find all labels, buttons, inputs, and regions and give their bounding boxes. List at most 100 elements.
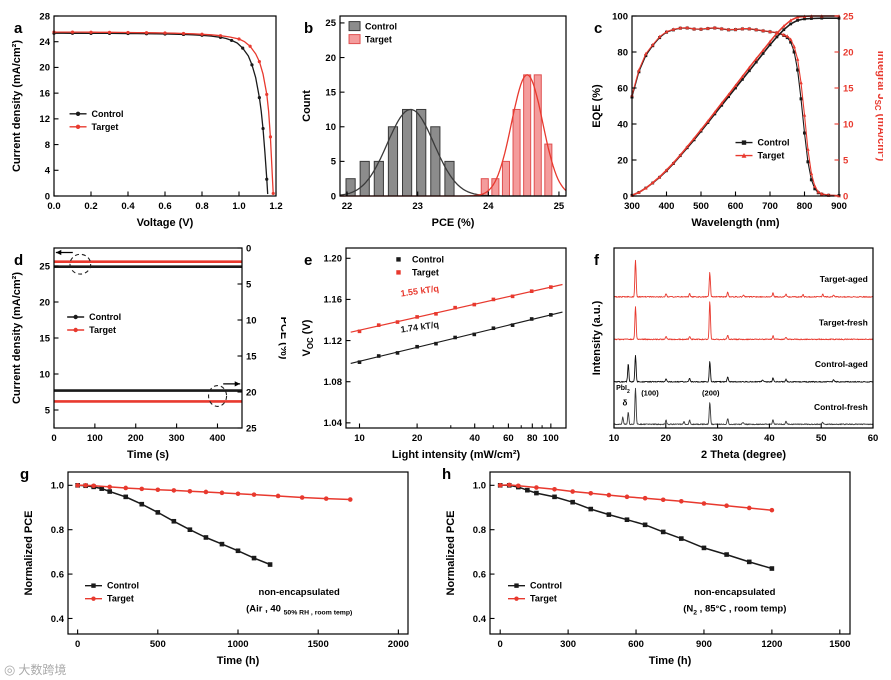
svg-text:Light intensity (mW/cm²): Light intensity (mW/cm²): [392, 449, 521, 461]
svg-text:1500: 1500: [308, 639, 329, 650]
svg-text:Target: Target: [365, 35, 392, 45]
svg-text:100: 100: [612, 11, 628, 22]
svg-text:Control: Control: [758, 138, 790, 148]
svg-text:40: 40: [617, 119, 628, 130]
panel-e: e 10 20 40 60 80 100 1.04 1.08 1.12 1.16 1.20 Light…: [298, 240, 576, 464]
svg-text:0.6: 0.6: [473, 569, 486, 580]
svg-text:25: 25: [843, 11, 854, 22]
chart-a-jv-curves: 0.0 0.2 0.4 0.6 0.8 1.0 1.2 0 4 8 12 16 20 24 28 Voltag…: [11, 11, 283, 229]
svg-text:0.0: 0.0: [47, 201, 60, 212]
svg-text:Current density (mA/cm²): Current density (mA/cm²): [11, 272, 23, 404]
panel-letter-e: e: [304, 252, 313, 269]
svg-text:700: 700: [762, 201, 778, 212]
svg-text:Normalized PCE: Normalized PCE: [445, 511, 457, 596]
svg-text:600: 600: [628, 639, 644, 650]
svg-text:60: 60: [617, 83, 628, 94]
svg-text:15: 15: [843, 83, 854, 94]
svg-text:100: 100: [87, 433, 103, 444]
svg-text:400: 400: [659, 201, 675, 212]
svg-text:500: 500: [693, 201, 709, 212]
svg-text:400: 400: [210, 433, 226, 444]
svg-text:5: 5: [45, 405, 51, 416]
svg-text:0.8: 0.8: [473, 525, 486, 536]
svg-text:1.04: 1.04: [324, 418, 343, 429]
svg-text:0.6: 0.6: [158, 201, 171, 212]
svg-text:28: 28: [39, 11, 50, 22]
svg-text:10: 10: [246, 315, 257, 326]
svg-text:Target: Target: [412, 267, 439, 277]
svg-text:Control-aged: Control-aged: [815, 359, 868, 369]
svg-text:Control: Control: [530, 581, 562, 591]
svg-text:Target-aged: Target-aged: [820, 274, 868, 284]
svg-text:0: 0: [843, 191, 848, 202]
svg-text:2000: 2000: [388, 639, 409, 650]
watermark-logo-icon: ◎: [4, 661, 16, 677]
svg-text:EQE (%): EQE (%): [591, 84, 603, 128]
svg-text:1.55 kT/q: 1.55 kT/q: [400, 283, 440, 298]
svg-text:Voltage (V): Voltage (V): [137, 217, 194, 229]
svg-text:20: 20: [246, 387, 257, 398]
svg-text:1000: 1000: [227, 639, 248, 650]
svg-text:VOC (V): VOC (V): [301, 319, 315, 356]
chart-f-xrd-patterns: 10 20 30 40 50 60 2 Theta (degree) Intensity (a…: [591, 247, 878, 461]
svg-text:22: 22: [342, 201, 353, 212]
svg-text:Time (h): Time (h): [649, 655, 692, 667]
svg-text:5: 5: [843, 155, 849, 166]
svg-text:Wavelength (nm): Wavelength (nm): [691, 217, 780, 229]
svg-text:10: 10: [325, 122, 336, 133]
svg-text:Integral JSC (mA/cm²): Integral JSC (mA/cm²): [873, 51, 883, 162]
svg-text:0.2: 0.2: [84, 201, 97, 212]
svg-text:10: 10: [843, 119, 854, 130]
svg-text:900: 900: [831, 201, 847, 212]
svg-text:Control: Control: [89, 312, 121, 322]
svg-text:600: 600: [728, 201, 744, 212]
svg-text:30: 30: [712, 433, 723, 444]
panel-d: d 0 100 200 300 400 5 10 15 20 25 0 5 10 15 20 25 Time (…: [8, 240, 286, 464]
svg-text:(200): (200): [702, 389, 720, 398]
chart-d-stabilized-output: 0 100 200 300 400 5 10 15 20 25 0 5 10 15 20 25 Time (s)…: [11, 243, 286, 461]
svg-text:0.4: 0.4: [473, 614, 487, 625]
svg-text:1500: 1500: [829, 639, 850, 650]
svg-text:25: 25: [39, 261, 50, 272]
chart-c-eqe-spectrum: 300 400 500 600 700 800 9000204060801000510152…: [591, 11, 883, 229]
svg-text:PCE (%): PCE (%): [278, 317, 286, 360]
svg-text:50: 50: [816, 433, 827, 444]
svg-text:20: 20: [39, 297, 50, 308]
svg-text:Count: Count: [301, 90, 313, 122]
svg-text:2 Theta (degree): 2 Theta (degree): [701, 449, 786, 461]
panel-letter-f: f: [594, 252, 599, 269]
svg-text:(N2 , 85°C , room temp): (N2 , 85°C , room temp): [683, 603, 786, 616]
svg-text:800: 800: [797, 201, 813, 212]
svg-text:5: 5: [331, 157, 337, 168]
svg-text:Control-fresh: Control-fresh: [814, 402, 868, 412]
svg-text:non-encapsulated: non-encapsulated: [694, 587, 775, 598]
panel-letter-c: c: [594, 20, 603, 37]
svg-text:24: 24: [39, 37, 50, 48]
svg-text:1.08: 1.08: [324, 377, 343, 388]
svg-text:1.0: 1.0: [51, 481, 64, 492]
svg-text:25: 25: [554, 201, 565, 212]
svg-text:24: 24: [483, 201, 494, 212]
svg-text:25: 25: [246, 423, 257, 434]
svg-text:20: 20: [39, 63, 50, 74]
panel-f: f 10 20 30 40 50 60 2 Theta (degree) Intensity …: [588, 240, 883, 464]
chart-g-humidity-stability: 0 500 1000 1500 2000 0.4 0.6 0.8 1.0 Time (h) Norm…: [23, 471, 409, 667]
svg-text:0: 0: [498, 639, 503, 650]
svg-text:0: 0: [45, 191, 50, 202]
svg-text:(Air , 40 50% RH , room temp): (Air , 40 50% RH , room temp): [246, 603, 352, 616]
svg-text:Time (s): Time (s): [127, 449, 169, 461]
svg-text:Target: Target: [530, 594, 557, 604]
svg-text:1.16: 1.16: [324, 295, 343, 306]
panel-a: a 0.0 0.2 0.4 0.6 0.8 1.0 1.2 0 4 8 12 16 20 24 28 Volt…: [8, 8, 286, 232]
svg-text:20: 20: [325, 53, 336, 64]
svg-text:8: 8: [45, 140, 50, 151]
svg-text:PbI2: PbI2: [616, 385, 630, 395]
svg-text:10: 10: [609, 433, 620, 444]
svg-text:80: 80: [617, 47, 628, 58]
svg-text:200: 200: [128, 433, 144, 444]
panel-letter-d: d: [14, 252, 24, 269]
svg-text:15: 15: [325, 87, 336, 98]
svg-text:Target: Target: [89, 325, 116, 335]
svg-text:(100): (100): [641, 389, 659, 398]
svg-text:1.12: 1.12: [324, 336, 343, 347]
